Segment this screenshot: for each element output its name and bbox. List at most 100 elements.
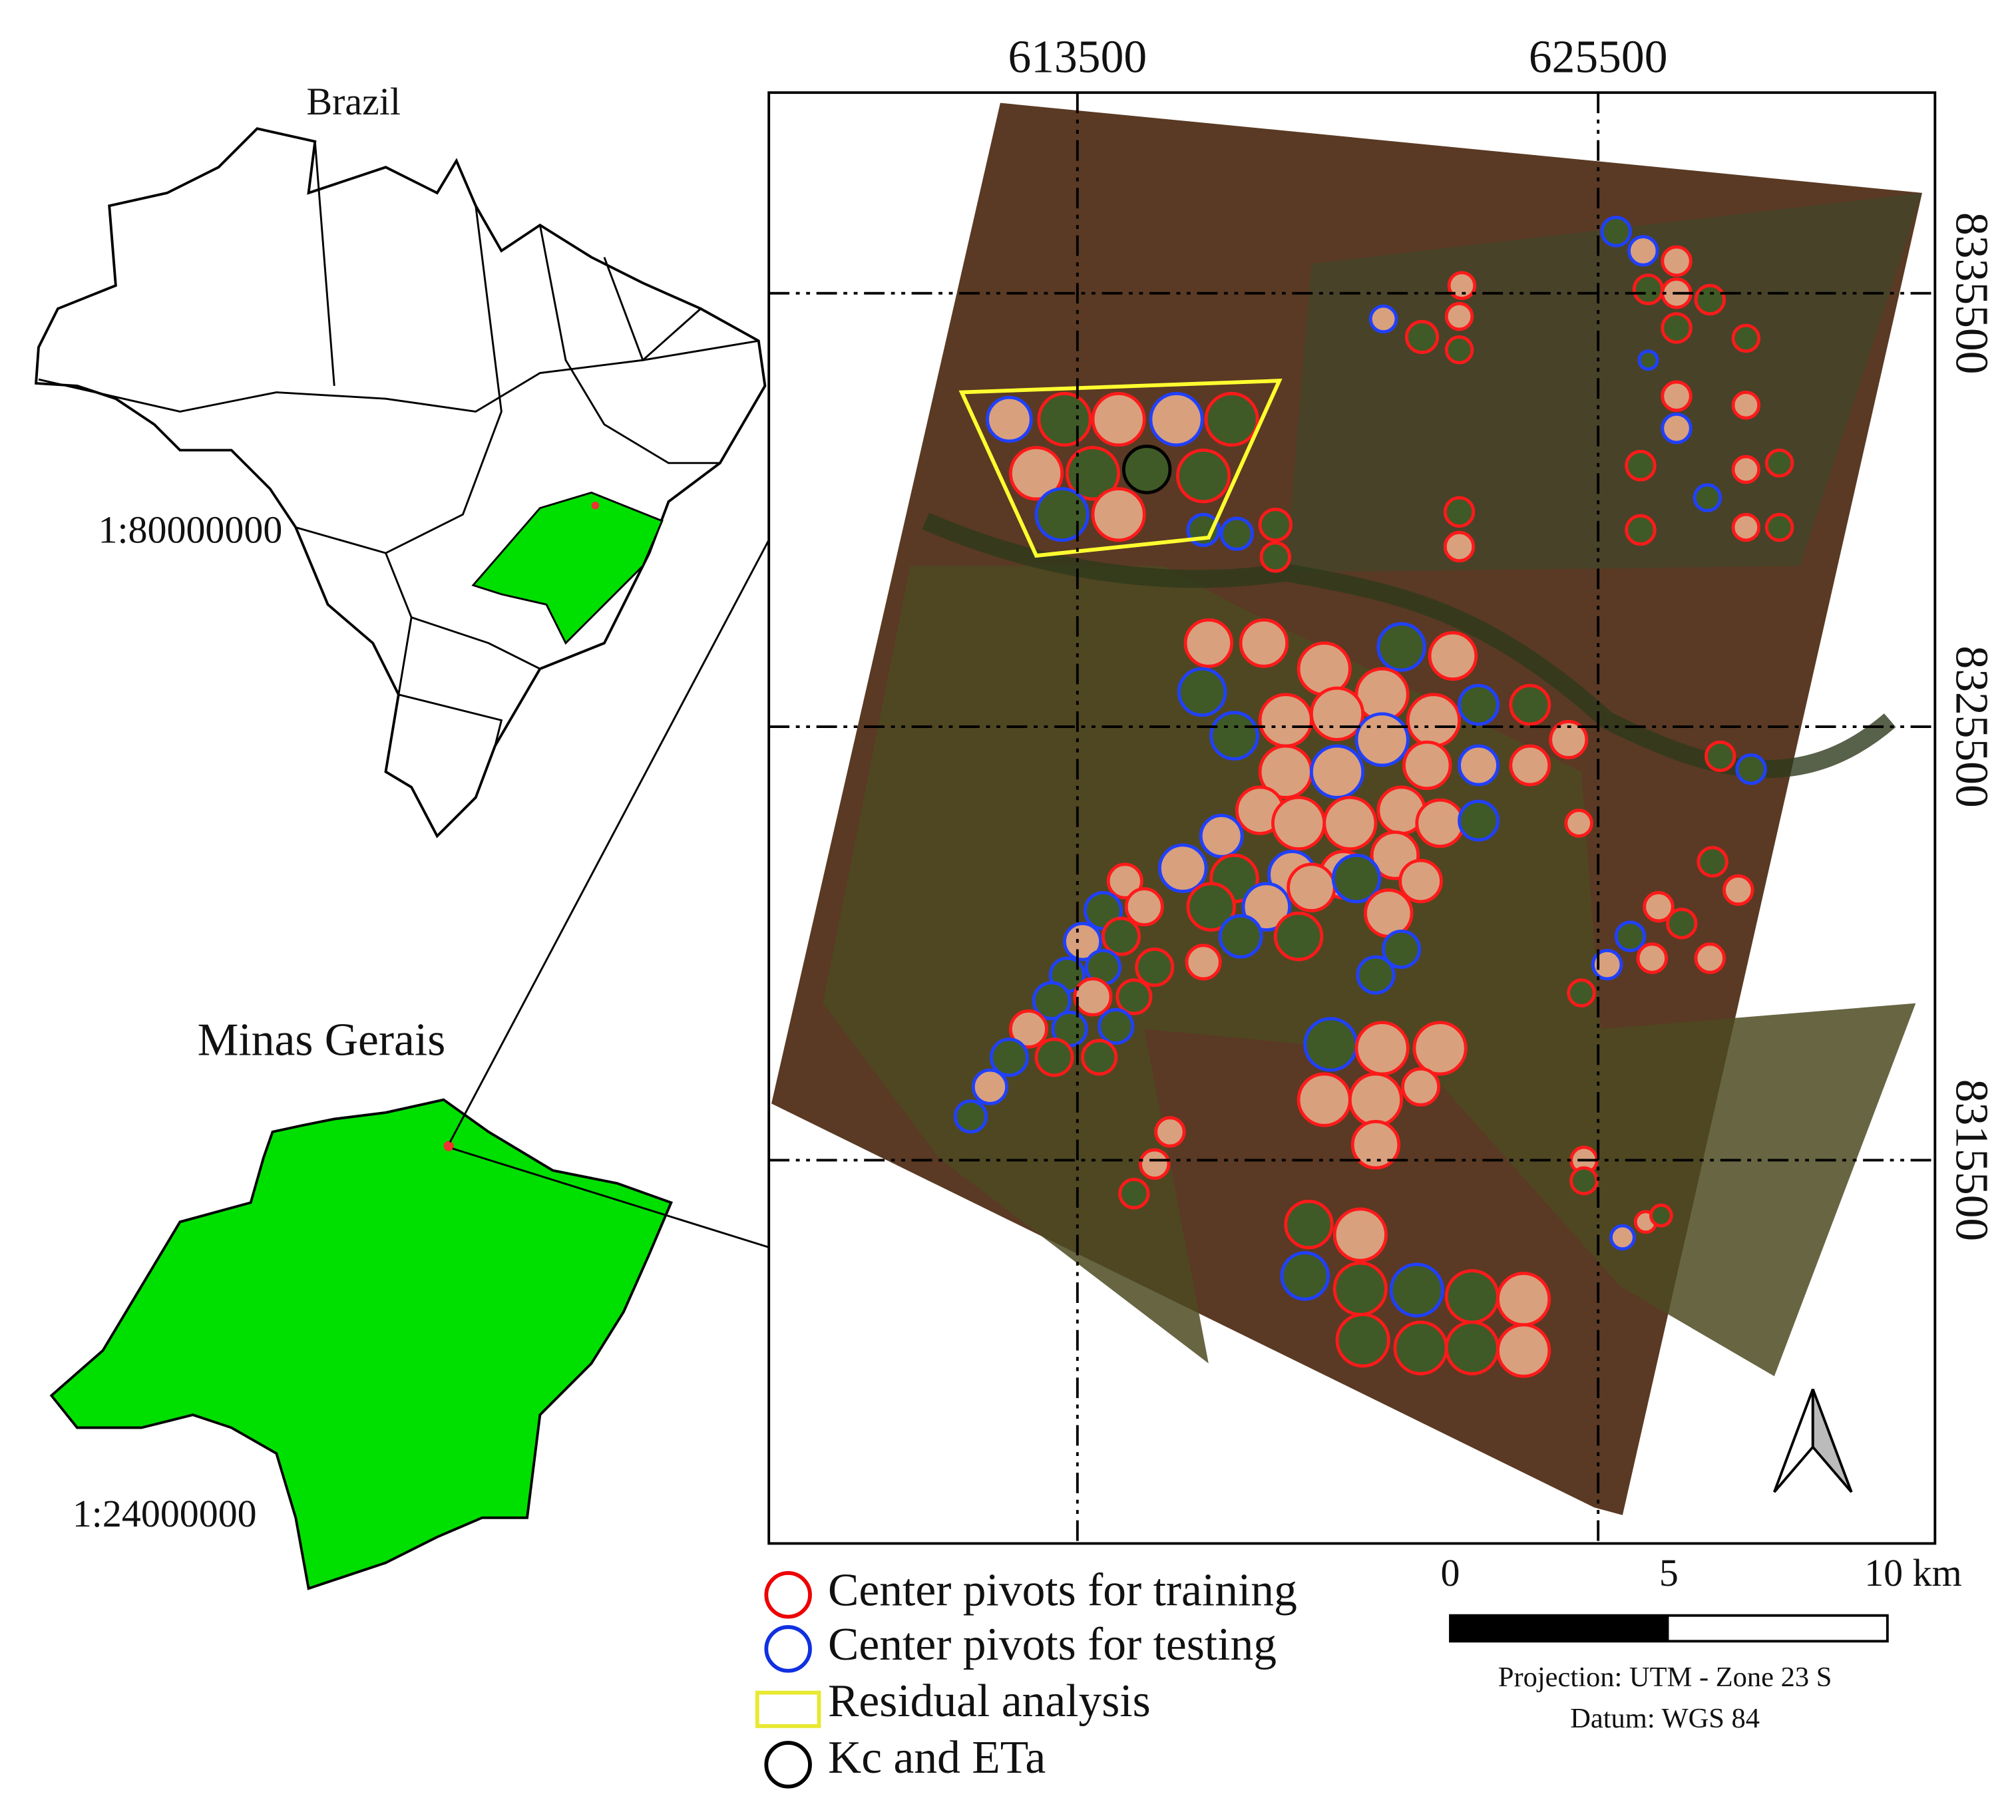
pivot-outline [1735,753,1767,785]
pivot-outline [1443,496,1476,528]
pivot-outline [1115,978,1153,1015]
pivot-outline [1722,874,1754,906]
pivot-field [1448,1272,1497,1322]
pivot-field [1594,952,1621,978]
pivot-field [1212,713,1257,758]
pivot-field [1189,884,1233,929]
pivot-field [1012,449,1061,498]
pivot-outline [1693,483,1722,512]
pivot-field [1358,958,1393,992]
pivot-field [1617,923,1643,950]
northing-label: 8315500 [1946,1079,1997,1241]
legend-symbol [755,1690,821,1728]
pivot-field [1261,695,1310,745]
residual-area [958,379,1283,558]
pivot-field [1663,248,1690,274]
pivot-outline [1697,846,1728,878]
pivot-field [1695,486,1719,510]
pivot-outline [1259,541,1291,573]
pivot-field [1630,238,1657,264]
pivot-field [1603,218,1629,245]
pivot-field [1396,1323,1446,1373]
pivot-outline [1625,450,1657,482]
legend-label: Kc and ETa [828,1732,1046,1783]
pivot-field [1725,877,1752,903]
pivot-outline [1118,1178,1150,1210]
pivot-field [1738,756,1764,783]
pivot-field [1127,890,1161,924]
pivot-field [1261,510,1290,539]
pivot-field [1012,1012,1046,1046]
scale-label: 5 [1659,1551,1679,1594]
pivot-field [1384,932,1418,966]
pivot-field [1627,517,1654,543]
pivot-field [1357,1023,1407,1073]
pivot-outline [1258,507,1293,542]
pivot-field [1431,634,1475,678]
legend-symbol [764,1570,812,1619]
pivot-outline [1412,1021,1468,1076]
pivot-field [1405,743,1450,787]
pivot-outline [1199,814,1244,858]
pivot-outline [1731,455,1761,484]
pivot-field [1351,1075,1400,1125]
pivot-field [1768,516,1791,539]
pivot-outline [1444,301,1474,331]
pivot-outline [1091,392,1146,447]
pivot-outline [1149,392,1204,447]
legend-symbol [764,1741,812,1789]
pivot-field [1223,519,1251,548]
pivot-outline [1350,1120,1401,1170]
pivot-outline [1661,380,1693,412]
pivot-field [1084,1041,1115,1073]
pivot-outline [1731,512,1761,542]
pivot-outline [1458,799,1500,842]
pivot-outline [1636,942,1668,974]
legend-label: Center pivots for training [828,1565,1297,1616]
pivot-outline [1034,1037,1074,1077]
pivot-outline [1402,740,1452,791]
pivot-field [1551,723,1585,757]
easting-label: 613500 [1008,32,1147,83]
state-scale: 1:24000000 [73,1492,257,1535]
pivot-field [1707,743,1734,769]
pivot-field [1221,917,1261,956]
pivot-outline [1186,882,1236,932]
scale-label: 0 [1441,1551,1460,1594]
pivot-field [1300,644,1349,693]
pivot-field [1499,1326,1548,1375]
pivot-outline [1335,1312,1390,1368]
pivot-field [1180,670,1225,714]
pivot-outline [1458,683,1500,726]
pivot-field [1404,1070,1438,1104]
pivot-outline [1135,948,1175,987]
pivot-outline [1661,412,1693,445]
pivot-field [1448,338,1471,362]
pivot-outline [1398,858,1443,904]
pivot-outline [1609,1224,1636,1251]
brazil-outline [35,127,767,838]
pivot-field [1202,817,1241,856]
pivot-field [1287,1202,1331,1246]
study-area-dot [443,1141,454,1151]
northing-label: 8325500 [1946,645,1997,807]
pivot-outline [1106,862,1143,900]
pivot-field [1086,894,1120,928]
state-borders [38,141,759,747]
pivot-outline [1661,245,1693,277]
pivot-field [1446,498,1472,525]
pivot-outline [1564,809,1593,838]
pivot-outline [1081,1039,1118,1076]
pivot-field [1635,276,1661,303]
pivot-outline [1322,795,1378,851]
pivot-outline [1073,977,1113,1017]
pivot-field [1207,395,1257,444]
pivot-outline [1649,1203,1673,1228]
pivot-outline [1382,929,1422,969]
pivot-outline [1428,631,1478,681]
pivot-outline [1239,618,1289,668]
pivot-field [1663,415,1690,441]
minas-gerais-small [471,491,664,645]
pivot-field [1408,323,1436,351]
pivot-field [1100,1011,1131,1042]
